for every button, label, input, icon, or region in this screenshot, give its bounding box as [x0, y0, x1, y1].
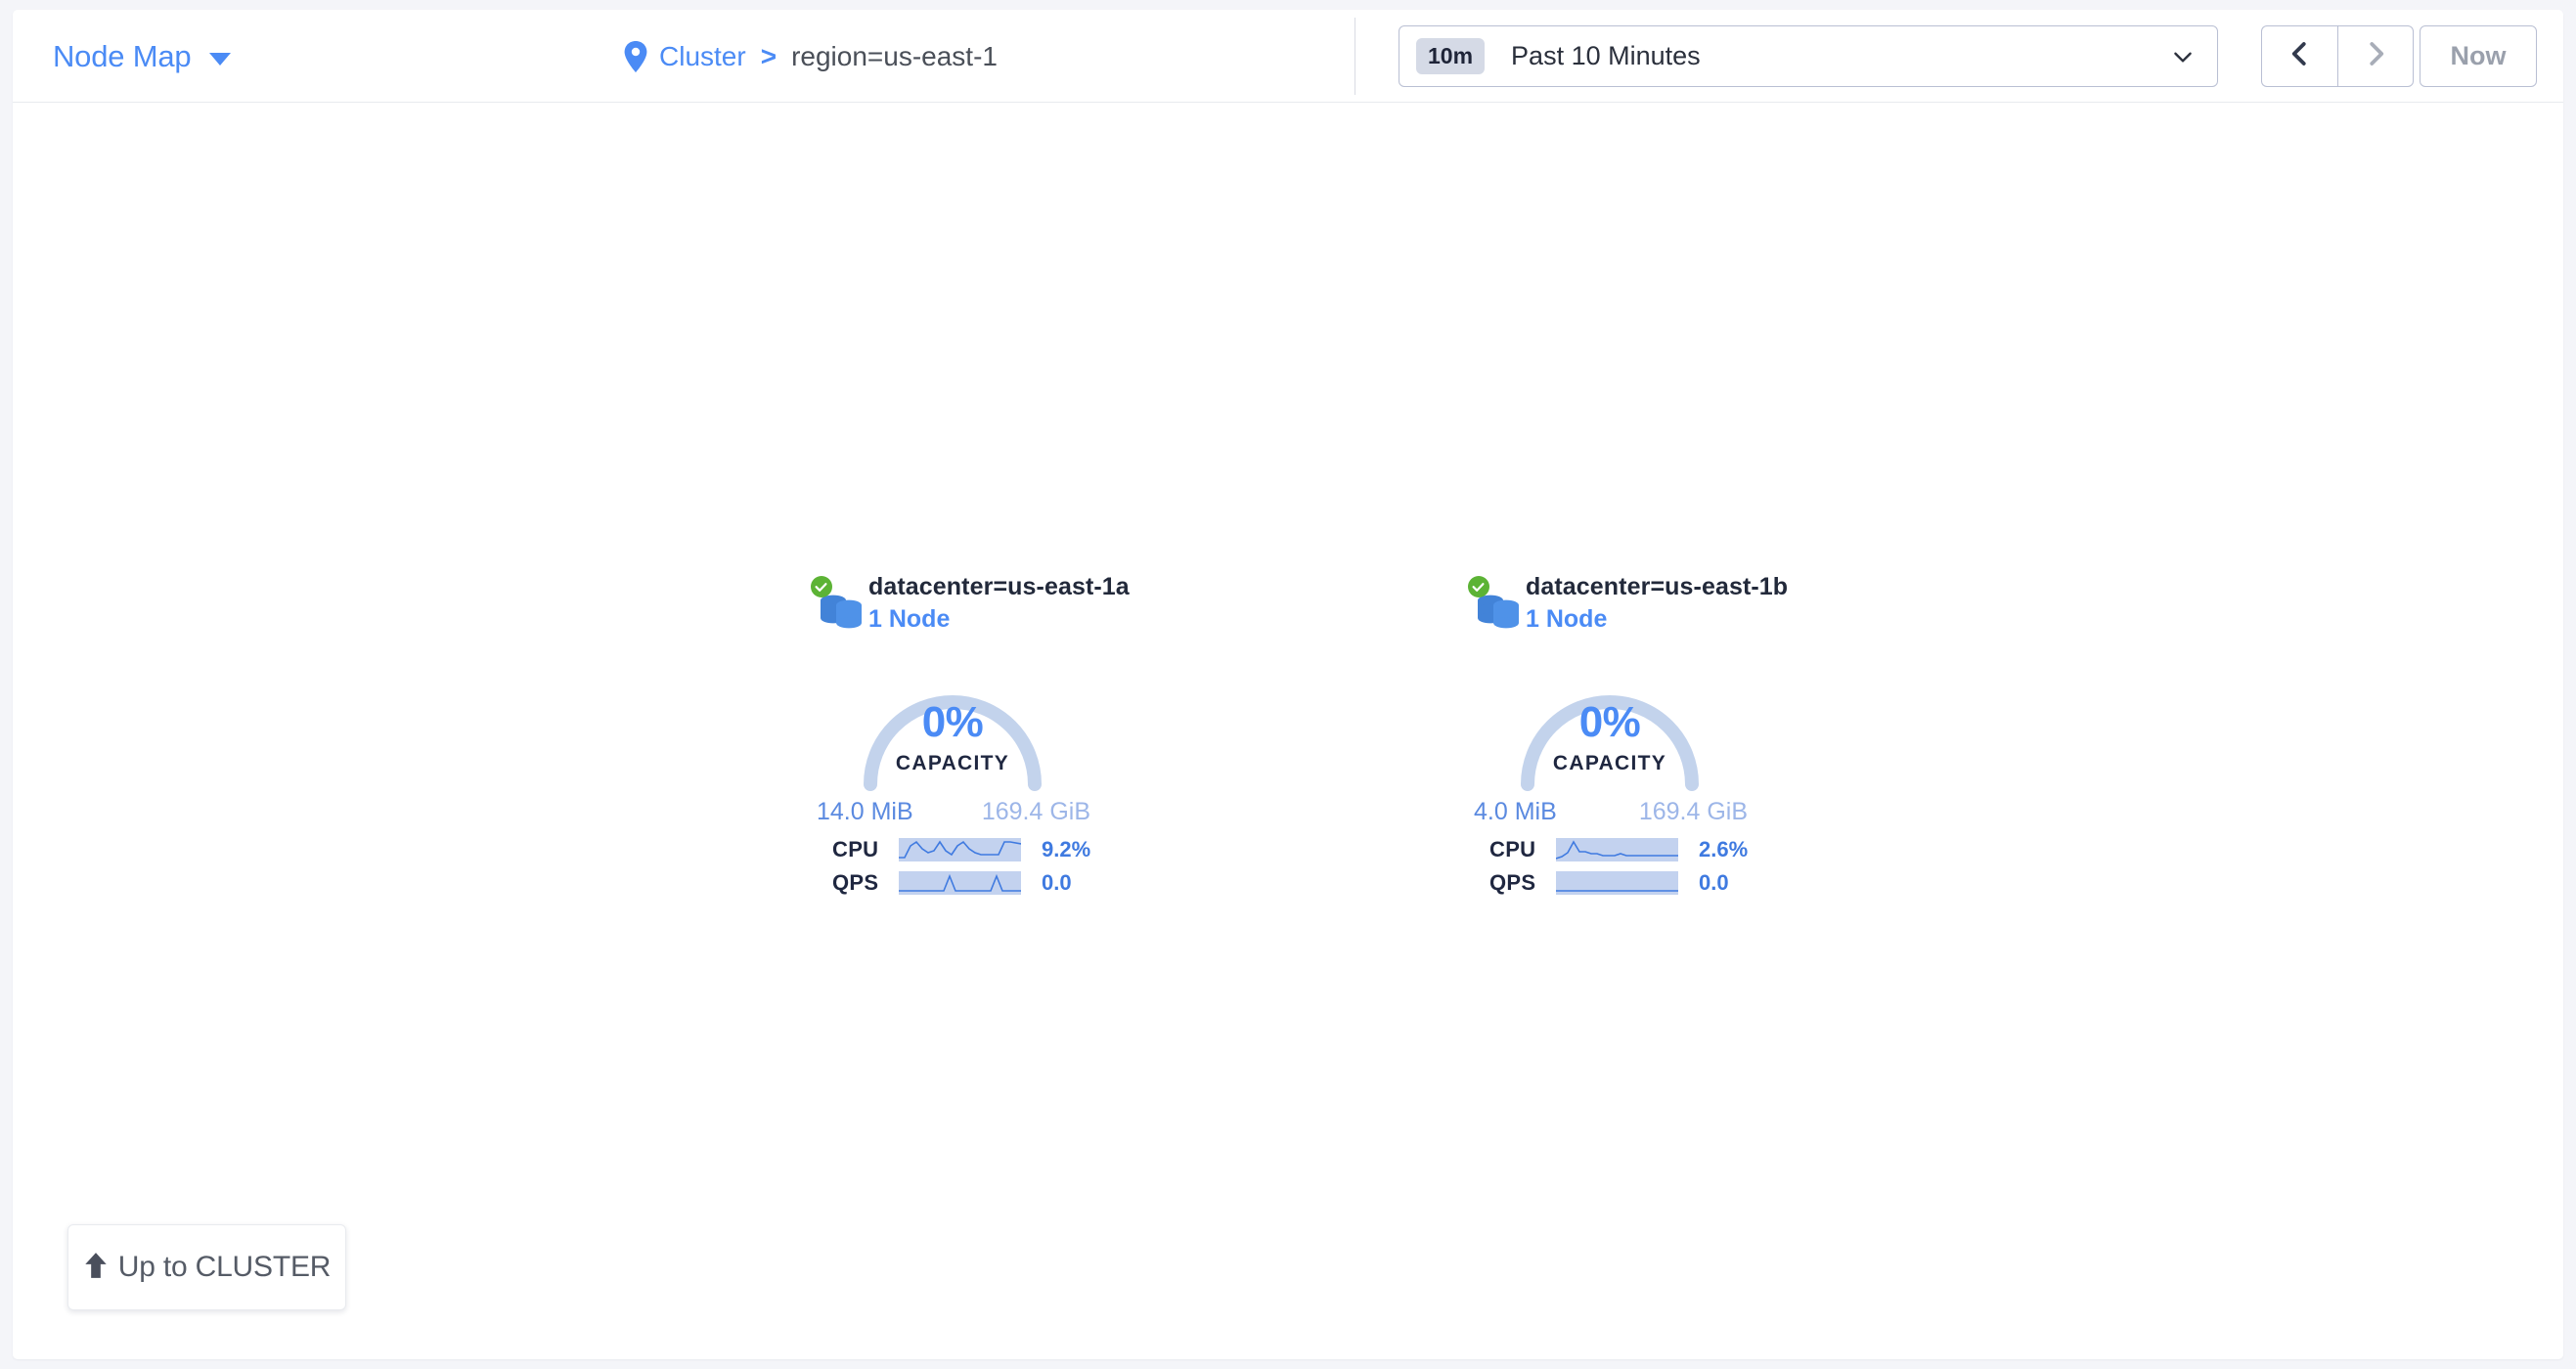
capacity-total: 169.4 GiB: [981, 798, 1090, 825]
status-ok-check-icon: [811, 576, 832, 597]
arrow-up-icon: [83, 1251, 109, 1285]
capacity-values: 4.0 MiB 169.4 GiB: [1474, 798, 1748, 831]
time-range-value: Past 10 Minutes: [1511, 41, 1701, 70]
datacenter-header: datacenter=us-east-1a 1 Node: [808, 573, 1219, 643]
datacenter-card[interactable]: datacenter=us-east-1a 1 Node 0% CAPACITY…: [808, 573, 1219, 898]
metric-value-qps: 0.0: [1042, 870, 1072, 895]
view-select-label: Node Map: [53, 39, 192, 73]
up-to-cluster-label: Up to CLUSTER: [117, 1251, 332, 1283]
metric-row-qps: QPS 0.0: [832, 868, 1219, 898]
map-pin-icon: [624, 41, 647, 72]
capacity-label: CAPACITY: [1552, 752, 1667, 774]
breadcrumb-separator: >: [760, 41, 777, 71]
now-button-label: Now: [2450, 41, 2507, 70]
time-range-badge: 10m: [1416, 38, 1486, 74]
metric-label-cpu: CPU: [832, 837, 879, 861]
metric-value-cpu: 2.6%: [1699, 837, 1749, 861]
capacity-total: 169.4 GiB: [1638, 798, 1748, 825]
chevron-left-icon: [2286, 39, 2315, 73]
cpu-sparkline: [899, 838, 1021, 861]
metric-row-cpu: CPU 2.6%: [1489, 835, 1876, 864]
metric-value-qps: 0.0: [1699, 870, 1729, 895]
status-ok-check-icon: [1468, 576, 1489, 597]
metric-label-qps: QPS: [832, 870, 879, 895]
view-select-node-map[interactable]: Node Map: [53, 39, 232, 74]
chevron-down-icon: [209, 52, 232, 66]
qps-sparkline: [1556, 871, 1678, 895]
datacenter-node-count: 1 Node: [1526, 604, 1608, 633]
capacity-percent: 0%: [921, 698, 984, 746]
capacity-gauge: 0% CAPACITY: [1506, 655, 1713, 792]
metric-label-cpu: CPU: [1489, 837, 1536, 861]
capacity-gauge: 0% CAPACITY: [849, 655, 1056, 792]
qps-sparkline: [899, 871, 1021, 895]
datacenter-node-count: 1 Node: [868, 604, 951, 633]
chevron-right-icon: [2361, 39, 2390, 73]
top-header-bar: Node Map Cluster > region=us-east-1 10m …: [13, 10, 2563, 103]
metric-row-cpu: CPU 9.2%: [832, 835, 1219, 864]
node-map-app: Node Map Cluster > region=us-east-1 10m …: [13, 10, 2563, 1359]
datacenter-title: datacenter=us-east-1a: [868, 573, 1130, 600]
breadcrumb-link-cluster[interactable]: Cluster: [659, 41, 746, 71]
capacity-percent: 0%: [1578, 698, 1641, 746]
breadcrumb: Cluster > region=us-east-1: [624, 41, 998, 72]
datacenter-card[interactable]: datacenter=us-east-1b 1 Node 0% CAPACITY…: [1465, 573, 1876, 898]
time-nav-group: [2261, 25, 2414, 87]
time-next-button[interactable]: [2337, 25, 2414, 87]
capacity-values: 14.0 MiB 169.4 GiB: [817, 798, 1090, 831]
time-prev-button[interactable]: [2261, 25, 2337, 87]
datacenter-title: datacenter=us-east-1b: [1526, 573, 1789, 600]
node-map-canvas: datacenter=us-east-1a 1 Node 0% CAPACITY…: [13, 103, 2563, 1359]
cpu-sparkline: [1556, 838, 1678, 861]
breadcrumb-current-region: region=us-east-1: [791, 41, 998, 71]
metric-row-qps: QPS 0.0: [1489, 868, 1876, 898]
datacenter-header: datacenter=us-east-1b 1 Node: [1465, 573, 1876, 643]
metric-label-qps: QPS: [1489, 870, 1536, 895]
up-to-cluster-button[interactable]: Up to CLUSTER: [67, 1224, 346, 1310]
metric-value-cpu: 9.2%: [1042, 837, 1091, 861]
time-range-picker[interactable]: 10m Past 10 Minutes: [1399, 25, 2218, 87]
capacity-used: 14.0 MiB: [817, 798, 913, 825]
now-button[interactable]: Now: [2420, 25, 2537, 87]
capacity-label: CAPACITY: [895, 752, 1010, 774]
capacity-used: 4.0 MiB: [1474, 798, 1557, 825]
